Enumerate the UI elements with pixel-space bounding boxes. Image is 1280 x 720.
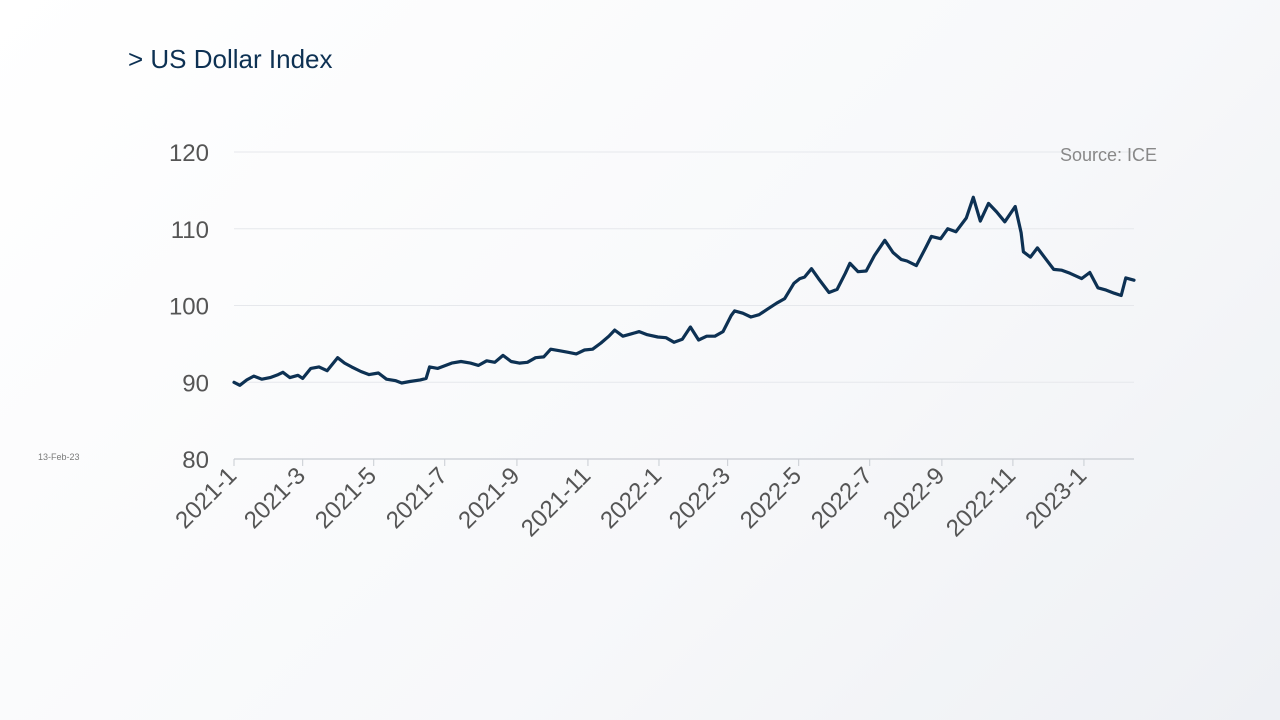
x-tick-label: 2021-9 [453,462,525,534]
x-tick-label: 2021-3 [239,462,311,534]
x-tick-label: 2021-7 [381,462,453,534]
slide-title: > US Dollar Index [128,44,333,74]
x-tick-label: 2023-1 [1020,462,1092,534]
x-tick-label: 2022-3 [664,462,736,534]
x-tick-label: 2022-9 [878,462,950,534]
y-tick-label: 90 [182,370,209,397]
y-axis-ticks: 80 90 100 110 120 [169,140,209,474]
series-line [232,195,1136,387]
x-tick-label: 2022-1 [595,462,667,534]
x-tick-label: 2021-11 [516,462,596,542]
y-tick-label: 80 [182,447,209,474]
y-tick-label: 120 [169,140,209,167]
source-label: Source: ICE [1060,145,1157,165]
x-tick-label: 2022-5 [735,462,807,534]
gridlines [234,151,1134,383]
y-tick-label: 100 [169,294,209,321]
x-tick-label: 2021-5 [310,462,382,534]
date-stamp: 13-Feb-23 [38,452,80,462]
x-tick-label: 2022-11 [941,462,1021,542]
y-tick-label: 110 [171,217,209,244]
series-layer [232,195,1136,387]
x-tick-label: 2022-7 [806,462,878,534]
